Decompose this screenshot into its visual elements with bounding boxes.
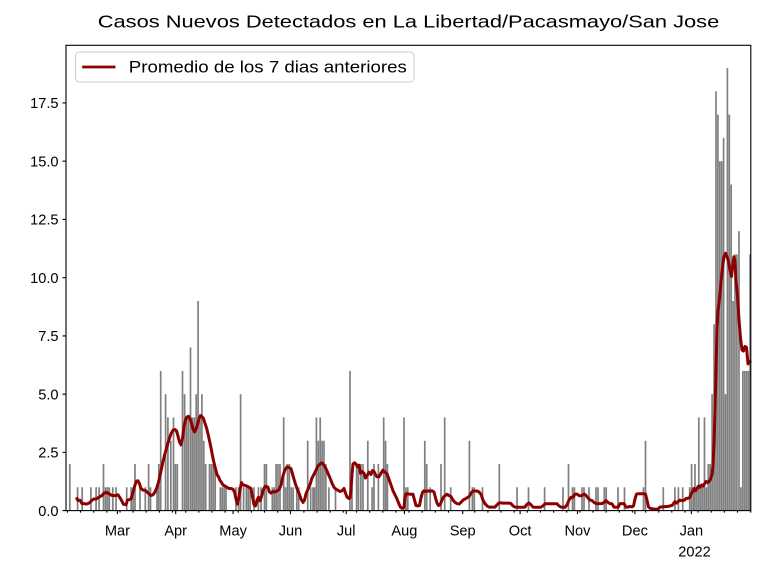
svg-text:Oct: Oct bbox=[509, 524, 532, 540]
svg-text:7.5: 7.5 bbox=[38, 329, 58, 345]
svg-text:Jul: Jul bbox=[337, 524, 356, 540]
svg-text:Jun: Jun bbox=[279, 524, 303, 540]
svg-text:Mar: Mar bbox=[105, 524, 130, 540]
svg-text:Aug: Aug bbox=[391, 524, 417, 540]
svg-text:Sep: Sep bbox=[450, 524, 476, 540]
svg-text:2022: 2022 bbox=[678, 545, 710, 561]
svg-text:17.5: 17.5 bbox=[30, 96, 58, 112]
svg-text:10.0: 10.0 bbox=[30, 271, 58, 287]
svg-text:Casos Nuevos Detectados en La: Casos Nuevos Detectados en La Libertad/P… bbox=[98, 12, 720, 32]
svg-text:2.5: 2.5 bbox=[38, 446, 58, 462]
svg-text:0.0: 0.0 bbox=[38, 504, 58, 520]
svg-text:Nov: Nov bbox=[565, 524, 592, 540]
svg-text:Promedio de los 7 dias anterio: Promedio de los 7 dias anteriores bbox=[129, 59, 407, 77]
svg-text:Jan: Jan bbox=[680, 524, 704, 540]
svg-text:5.0: 5.0 bbox=[38, 387, 58, 403]
svg-text:15.0: 15.0 bbox=[30, 154, 58, 170]
svg-text:Dec: Dec bbox=[622, 524, 648, 540]
svg-text:12.5: 12.5 bbox=[30, 213, 58, 229]
svg-text:May: May bbox=[219, 524, 247, 540]
svg-text:Apr: Apr bbox=[164, 524, 187, 540]
